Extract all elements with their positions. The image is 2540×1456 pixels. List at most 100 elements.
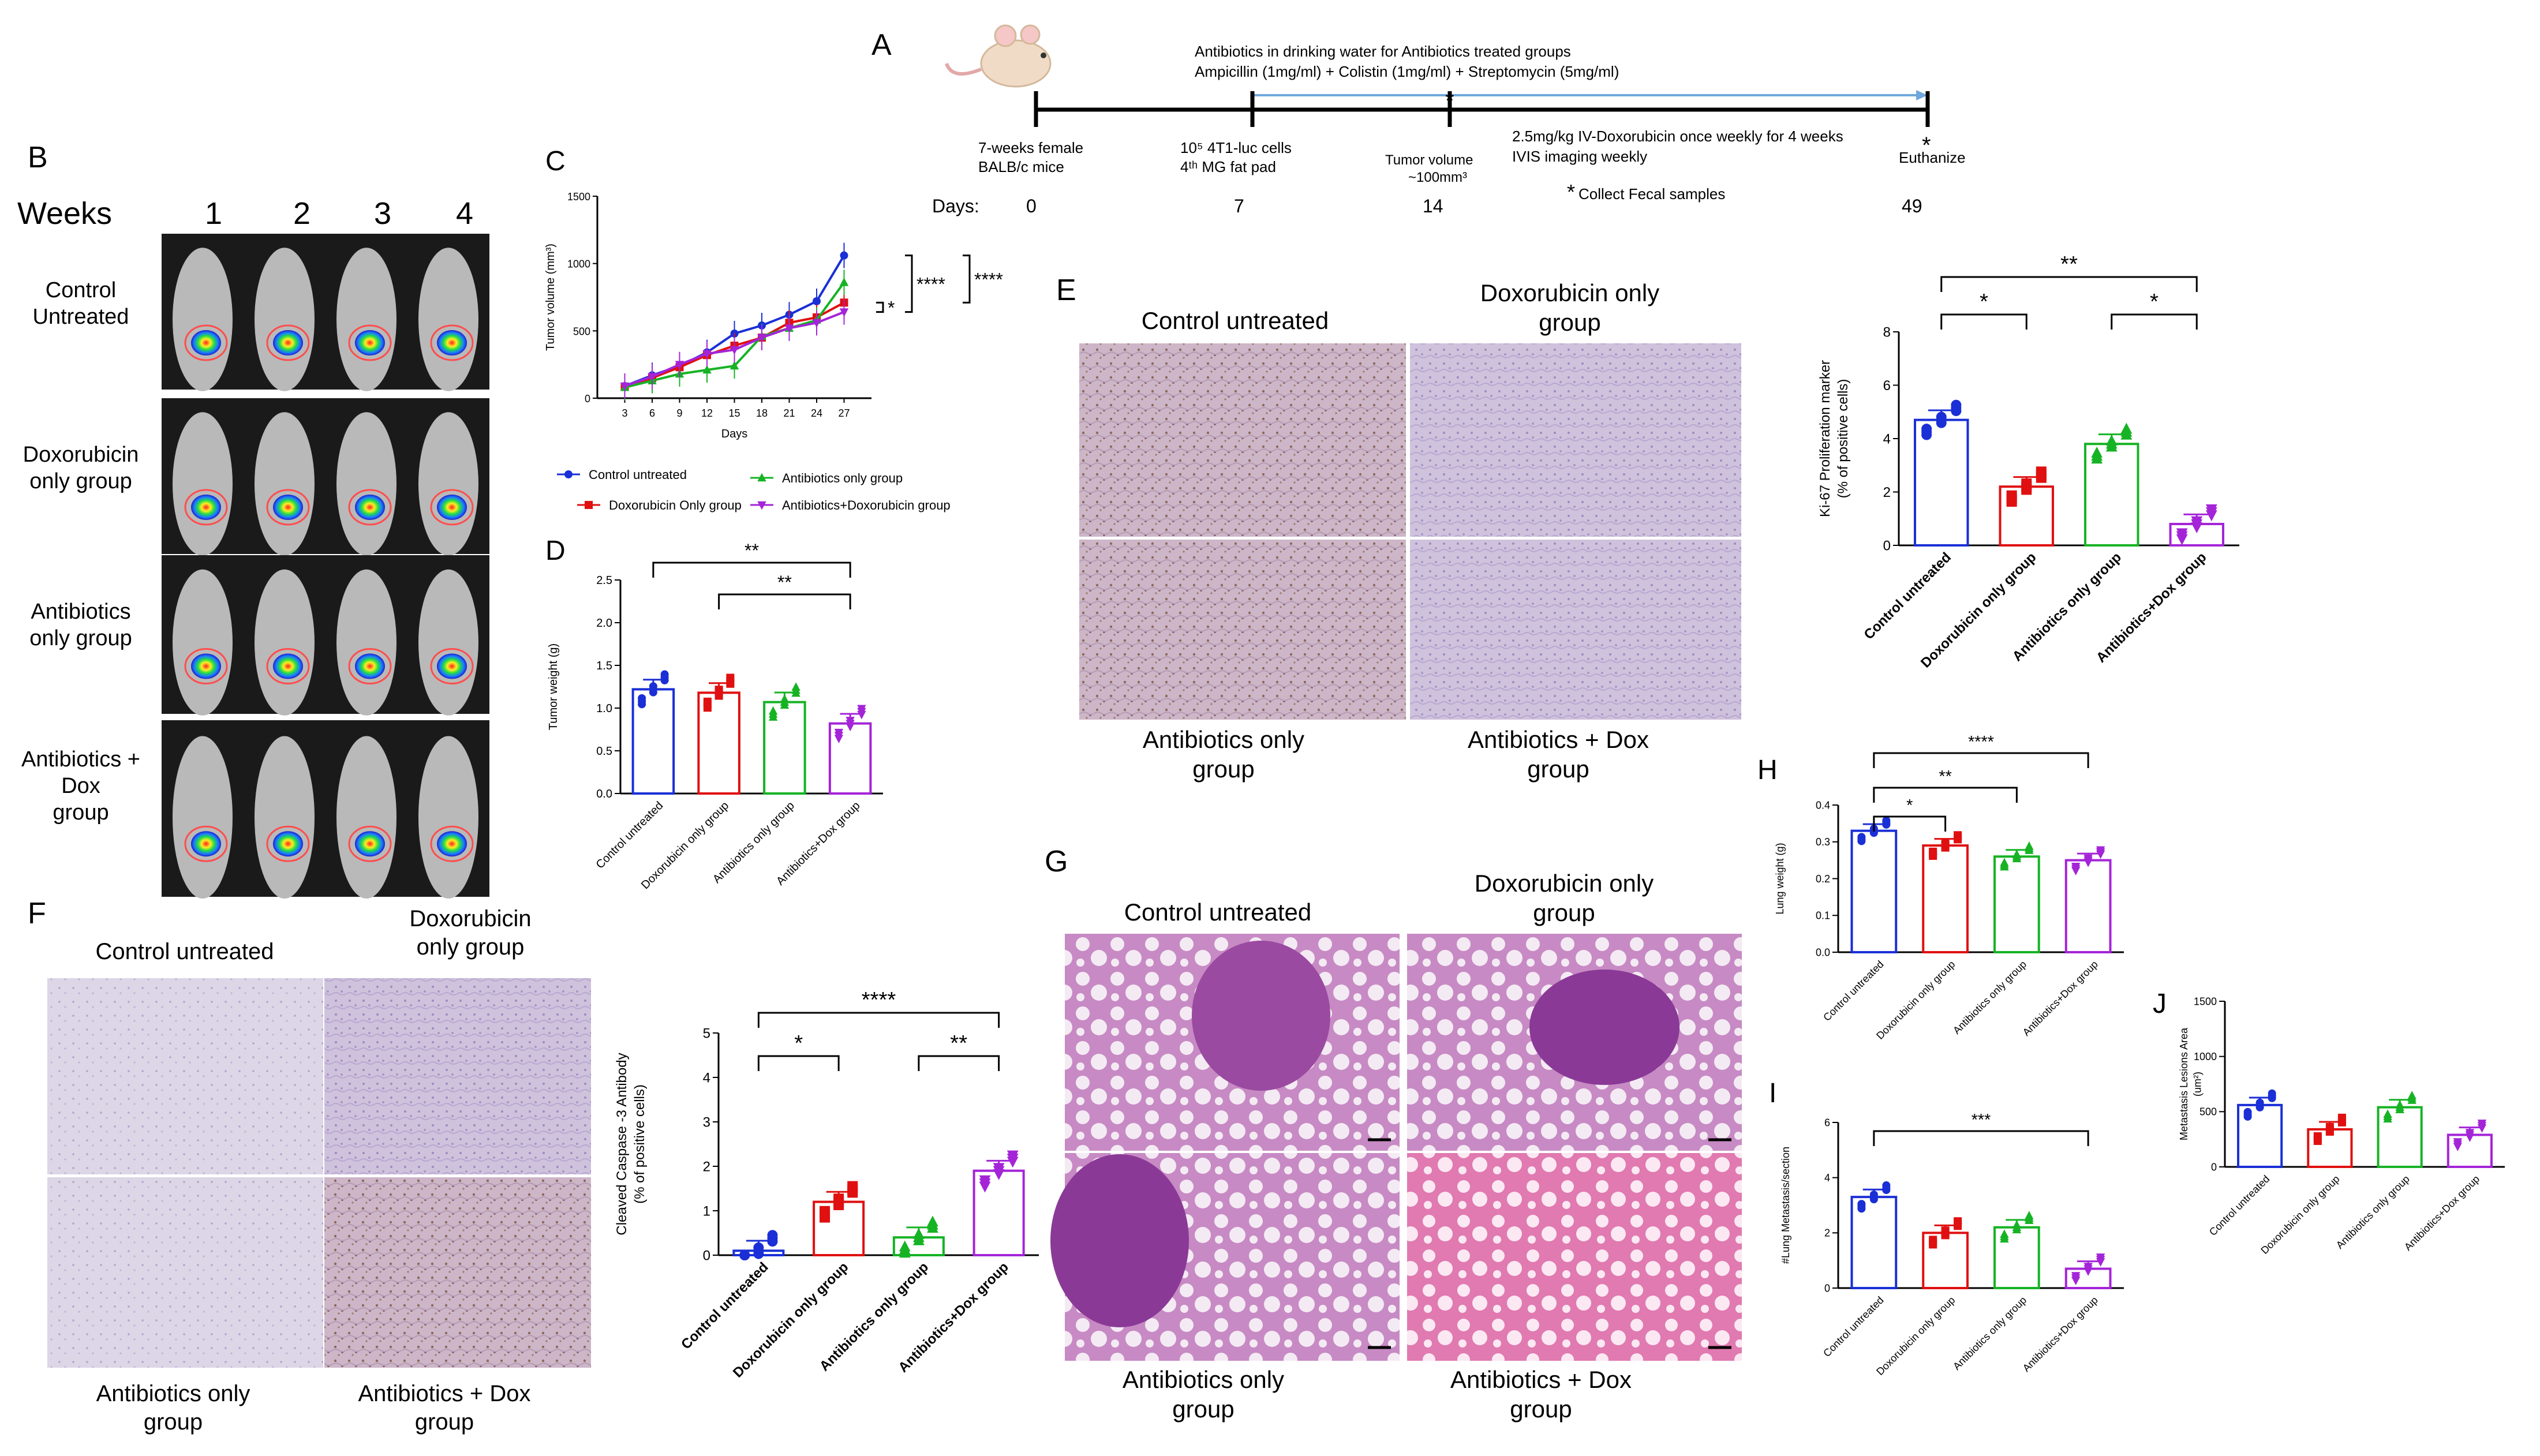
roi-circle: [266, 825, 310, 862]
data-point: [702, 365, 712, 374]
data-point: [2395, 1100, 2404, 1109]
bioluminescence-signal: [191, 495, 221, 520]
panel-c-chart: C 0 500 1000 1500 3 6 9 12 15 18 21 24 27 Days Tumor v…: [544, 146, 1003, 512]
data-point: [839, 277, 849, 286]
y-axis-label: Metastasis Lesions Area: [2178, 1027, 2190, 1140]
y-tick-label: 0.5: [596, 745, 612, 758]
y-tick-label: 0: [585, 393, 590, 405]
cells-line-2: 4ᵗʰ MG fat pad: [1180, 158, 1276, 175]
mouse-silhouette: [173, 569, 233, 716]
y-axis-label: (% of positive cells): [632, 1084, 648, 1204]
data-point: [2071, 1272, 2081, 1281]
abx-line-2: Ampicillin (1mg/ml) + Colistin (1mg/ml) …: [1195, 63, 1619, 80]
data-point: [703, 697, 712, 706]
y-tick-label: 2: [1883, 485, 1891, 500]
data-point: [2021, 478, 2032, 489]
image-caption: Doxorubicin only: [1480, 279, 1660, 306]
panel-h-chart: H 0.0 0.1 0.2 0.3 0.4 Lung weight (g) Control …: [1757, 733, 2124, 1042]
data-point: [620, 382, 630, 391]
abx-line-1: Antibiotics in drinking water for Antibi…: [1195, 43, 1571, 60]
significance-bracket: [918, 1055, 1000, 1071]
x-axis-label: Days: [721, 428, 748, 440]
mouse-silhouette: [418, 569, 478, 716]
data-point: [1007, 1150, 1019, 1162]
data-point: [1951, 399, 1962, 410]
data-point: [2407, 1091, 2416, 1099]
y-tick-label: 4: [1883, 431, 1891, 447]
data-point: [2000, 858, 2009, 867]
mouse-silhouette: [336, 248, 396, 391]
panel-b: B Weeks 1 2 3 4 Control Untreated Doxorubi…: [17, 141, 489, 899]
caspase-image-control: [47, 978, 323, 1174]
x-tick-label: Antibiotics only group: [2334, 1173, 2412, 1251]
data-point: [2120, 422, 2133, 434]
ihc-image-dox: [1410, 343, 1741, 537]
row-label: Doxorubicin: [23, 443, 139, 467]
bioluminescence-signal: [273, 653, 303, 679]
tumor-volume-line-2: ~100mm³: [1408, 170, 1467, 185]
y-tick-label: 0.0: [596, 788, 612, 800]
data-point: [2105, 435, 2118, 446]
y-tick-label: 4: [1824, 1172, 1830, 1184]
significance-label: *: [888, 298, 895, 319]
row-label: Dox: [61, 774, 100, 798]
significance-bracket: [1873, 752, 2089, 768]
roi-circle: [430, 648, 474, 684]
dox-line-2: IVIS imaging weekly: [1512, 148, 1647, 165]
fecal-label: Collect Fecal samples: [1578, 185, 1725, 203]
image-caption: group: [1533, 899, 1595, 926]
bioluminescence-signal: [273, 495, 303, 520]
significance-label: **: [950, 1031, 967, 1055]
mouse-silhouette: [336, 412, 396, 556]
mouse-silhouette: [255, 736, 315, 899]
significance-label: ****: [974, 270, 1003, 290]
y-axis-label: Cleaved Caspase -3 Antibody: [614, 1053, 630, 1235]
data-point: [757, 334, 766, 343]
y-axis-label: (% of positive cells): [1835, 379, 1851, 499]
week-header: 1: [205, 196, 222, 231]
timeline-ticks: [1034, 91, 1930, 127]
y-axis-label: Tumor weight (g): [547, 643, 560, 730]
x-tick-label: Control untreated: [1821, 959, 1886, 1023]
data-point: [1882, 1181, 1891, 1190]
bar: [1850, 829, 1898, 953]
x-tick-label: Antibiotics only group: [1951, 1294, 2029, 1372]
bioluminescence-signal: [437, 653, 467, 679]
asterisk-icon: *: [1922, 133, 1931, 158]
y-tick-label: 0: [703, 1248, 710, 1263]
panel-i-chart: I 0 2 4 6 #Lung Metastasis/section Control un…: [1769, 1078, 2124, 1378]
image-caption: only group: [417, 934, 525, 960]
data-point: [726, 673, 735, 682]
y-tick-label: 1500: [567, 191, 590, 203]
image-caption: group: [1192, 755, 1254, 783]
data-point: [2176, 528, 2188, 540]
data-point: [585, 501, 593, 509]
mouse-silhouette: [418, 736, 478, 899]
mouse-silhouette: [173, 412, 233, 556]
panel-letter-c: C: [545, 146, 566, 177]
row-label: Antibiotics +: [21, 747, 140, 772]
panel-letter-b: B: [28, 141, 48, 174]
data-point: [927, 1215, 938, 1227]
data-point: [757, 501, 766, 510]
y-tick-label: 500: [573, 325, 590, 337]
scale-bars: [1368, 1138, 1731, 1349]
data-point: [767, 1230, 778, 1241]
panel-letter-j: J: [2153, 989, 2167, 1019]
roi-circle: [348, 489, 392, 526]
bioluminescence-signal: [273, 831, 303, 857]
panel-g-images: G: [1045, 845, 1742, 1361]
x-tick-label: Control untreated: [1861, 549, 1954, 642]
x-tick-label: Control untreated: [2207, 1173, 2272, 1238]
x-tick-label: Doxorubicin only group: [1874, 959, 1957, 1042]
y-tick-label: 1000: [2194, 1051, 2217, 1062]
y-tick-label: 2: [1824, 1227, 1830, 1239]
y-tick-label: 0.0: [1816, 946, 1830, 958]
y-tick-label: 1000: [567, 259, 590, 270]
mouse-silhouette: [418, 248, 478, 391]
data-point: [1941, 1226, 1950, 1235]
bar: [2064, 859, 2112, 953]
y-tick-label: 0.2: [1816, 873, 1830, 885]
significance-label: ****: [1968, 733, 1994, 751]
